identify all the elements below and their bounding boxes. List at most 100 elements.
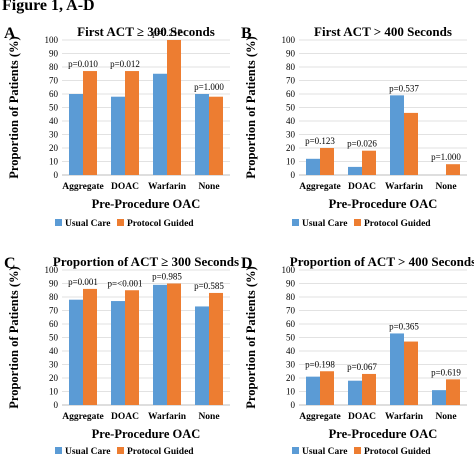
legend-label: Protocol Guided	[127, 219, 194, 229]
y-tick-label: 60	[286, 319, 296, 329]
x-tick-label: None	[198, 412, 219, 422]
bar-usual-care	[195, 306, 209, 405]
y-tick-label: 40	[286, 116, 296, 126]
panel-letter: C	[4, 255, 16, 272]
y-tick-label: 100	[45, 35, 59, 45]
p-value-label: p=0.001	[68, 277, 98, 287]
y-tick-label: 0	[54, 400, 59, 410]
x-tick-label: Warfarin	[385, 412, 424, 422]
x-axis-label: Pre-Procedure OAC	[329, 427, 438, 441]
bar-usual-care	[306, 376, 320, 405]
legend-swatch-usual-care	[55, 447, 62, 454]
p-value-label: p=0.619	[431, 367, 461, 377]
bar-usual-care	[153, 73, 167, 175]
bar-usual-care	[348, 380, 362, 405]
bar-usual-care	[306, 158, 320, 175]
x-tick-label: None	[198, 182, 219, 192]
x-tick-label: DOAC	[348, 182, 376, 192]
x-tick-label: Aggregate	[299, 412, 341, 422]
bar-protocol-guided	[404, 112, 418, 175]
x-tick-label: DOAC	[111, 412, 139, 422]
panel-letter: A	[4, 25, 16, 42]
chart-panel-c: C Proportion of ACT ≥ 300 Seconds 0 10 20 30 4…	[4, 254, 239, 457]
y-tick-label: 50	[49, 103, 59, 113]
bar-usual-care	[153, 284, 167, 405]
p-value-label: p=0.585	[194, 281, 224, 291]
y-tick-label: 100	[282, 265, 296, 275]
x-tick-label: None	[435, 412, 456, 422]
y-tick-label: 50	[49, 333, 59, 343]
legend-label: Protocol Guided	[364, 447, 431, 457]
x-tick-label: Warfarin	[148, 412, 187, 422]
legend-swatch-usual-care	[55, 219, 62, 226]
y-tick-label: 60	[49, 89, 59, 99]
bar-protocol-guided	[209, 96, 223, 175]
y-tick-label: 30	[49, 130, 59, 140]
y-tick-label: 30	[286, 130, 296, 140]
p-value-label: p=1.000	[431, 152, 461, 162]
x-tick-label: Aggregate	[299, 182, 341, 192]
y-tick-label: 0	[291, 400, 296, 410]
y-tick-label: 90	[286, 49, 296, 59]
bar-protocol-guided	[167, 283, 181, 405]
y-axis-label: Proportion of Patients (%)	[244, 266, 258, 408]
y-tick-label: 30	[49, 360, 59, 370]
y-tick-label: 80	[49, 292, 59, 302]
legend-label: Usual Care	[65, 219, 110, 229]
y-tick-label: 70	[286, 76, 296, 86]
y-tick-label: 80	[286, 62, 296, 72]
bar-usual-care	[69, 94, 83, 175]
y-tick-label: 40	[49, 116, 59, 126]
y-axis-label: Proportion of Patients (%)	[244, 36, 258, 178]
y-tick-label: 10	[49, 157, 59, 167]
y-axis-label: Proportion of Patients (%)	[7, 36, 21, 178]
legend-swatch-usual-care	[292, 447, 299, 454]
legend-swatch-protocol-guided	[117, 447, 124, 454]
p-value-label: p=0.012	[110, 59, 140, 69]
x-axis-label: Pre-Procedure OAC	[329, 197, 438, 211]
chart-panel-d: D Proportion of ACT > 400 Seconds 0 10 20 30 4…	[241, 254, 474, 457]
panel-letter: B	[241, 25, 252, 42]
x-axis-label: Pre-Procedure OAC	[92, 427, 201, 441]
panel-title: Proportion of ACT ≥ 300 Seconds	[53, 254, 239, 269]
x-tick-label: None	[435, 182, 456, 192]
y-tick-label: 70	[286, 306, 296, 316]
y-tick-label: 20	[49, 143, 59, 153]
y-tick-label: 70	[49, 306, 59, 316]
chart-panel-a: A First ACT ≥ 300 Seconds 0 10 20 30 40 50 60 70 8…	[4, 24, 230, 229]
y-tick-label: 100	[45, 265, 59, 275]
bar-protocol-guided	[404, 341, 418, 405]
bar-protocol-guided	[125, 71, 139, 175]
x-tick-label: DOAC	[348, 412, 376, 422]
y-tick-label: 10	[49, 387, 59, 397]
p-value-label: p=1.000	[194, 82, 224, 92]
y-tick-label: 10	[286, 387, 296, 397]
legend-label: Usual Care	[302, 219, 347, 229]
bar-protocol-guided	[83, 288, 97, 405]
legend-label: Protocol Guided	[127, 447, 194, 457]
bar-protocol-guided	[362, 150, 376, 175]
x-axis-label: Pre-Procedure OAC	[92, 197, 201, 211]
y-tick-label: 60	[286, 89, 296, 99]
y-axis-label: Proportion of Patients (%)	[7, 266, 21, 408]
legend-swatch-usual-care	[292, 219, 299, 226]
bar-protocol-guided	[446, 164, 460, 175]
x-tick-label: Warfarin	[148, 182, 187, 192]
y-tick-label: 70	[49, 76, 59, 86]
bar-protocol-guided	[362, 373, 376, 405]
p-value-label: p=0.537	[389, 83, 419, 93]
y-tick-label: 20	[49, 373, 59, 383]
bar-protocol-guided	[320, 371, 334, 405]
legend-swatch-protocol-guided	[354, 447, 361, 454]
p-value-label: p=0.198	[305, 359, 335, 369]
bar-protocol-guided	[125, 290, 139, 405]
y-tick-label: 0	[54, 170, 59, 180]
y-tick-label: 50	[286, 103, 296, 113]
legend-swatch-protocol-guided	[354, 219, 361, 226]
legend-label: Usual Care	[302, 447, 347, 457]
y-tick-label: 80	[286, 292, 296, 302]
y-tick-label: 30	[286, 360, 296, 370]
y-tick-label: 90	[49, 279, 59, 289]
x-tick-label: Aggregate	[62, 182, 104, 192]
panel-title: First ACT ≥ 300 Seconds	[77, 24, 215, 39]
